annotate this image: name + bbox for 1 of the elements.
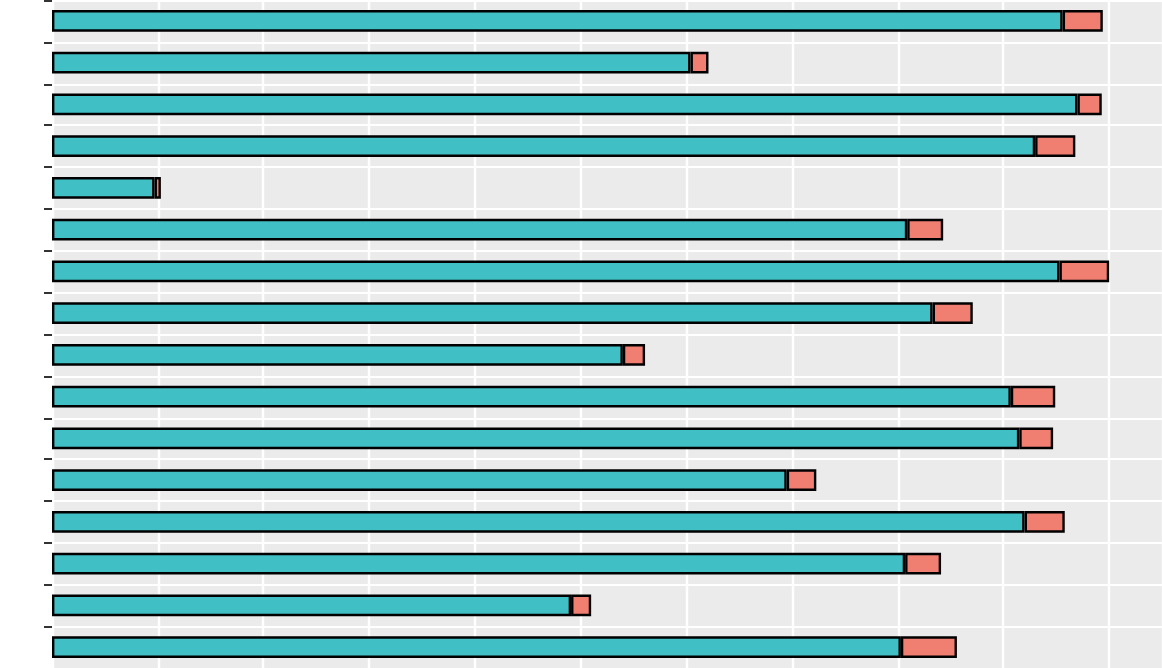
bar [52, 177, 155, 199]
